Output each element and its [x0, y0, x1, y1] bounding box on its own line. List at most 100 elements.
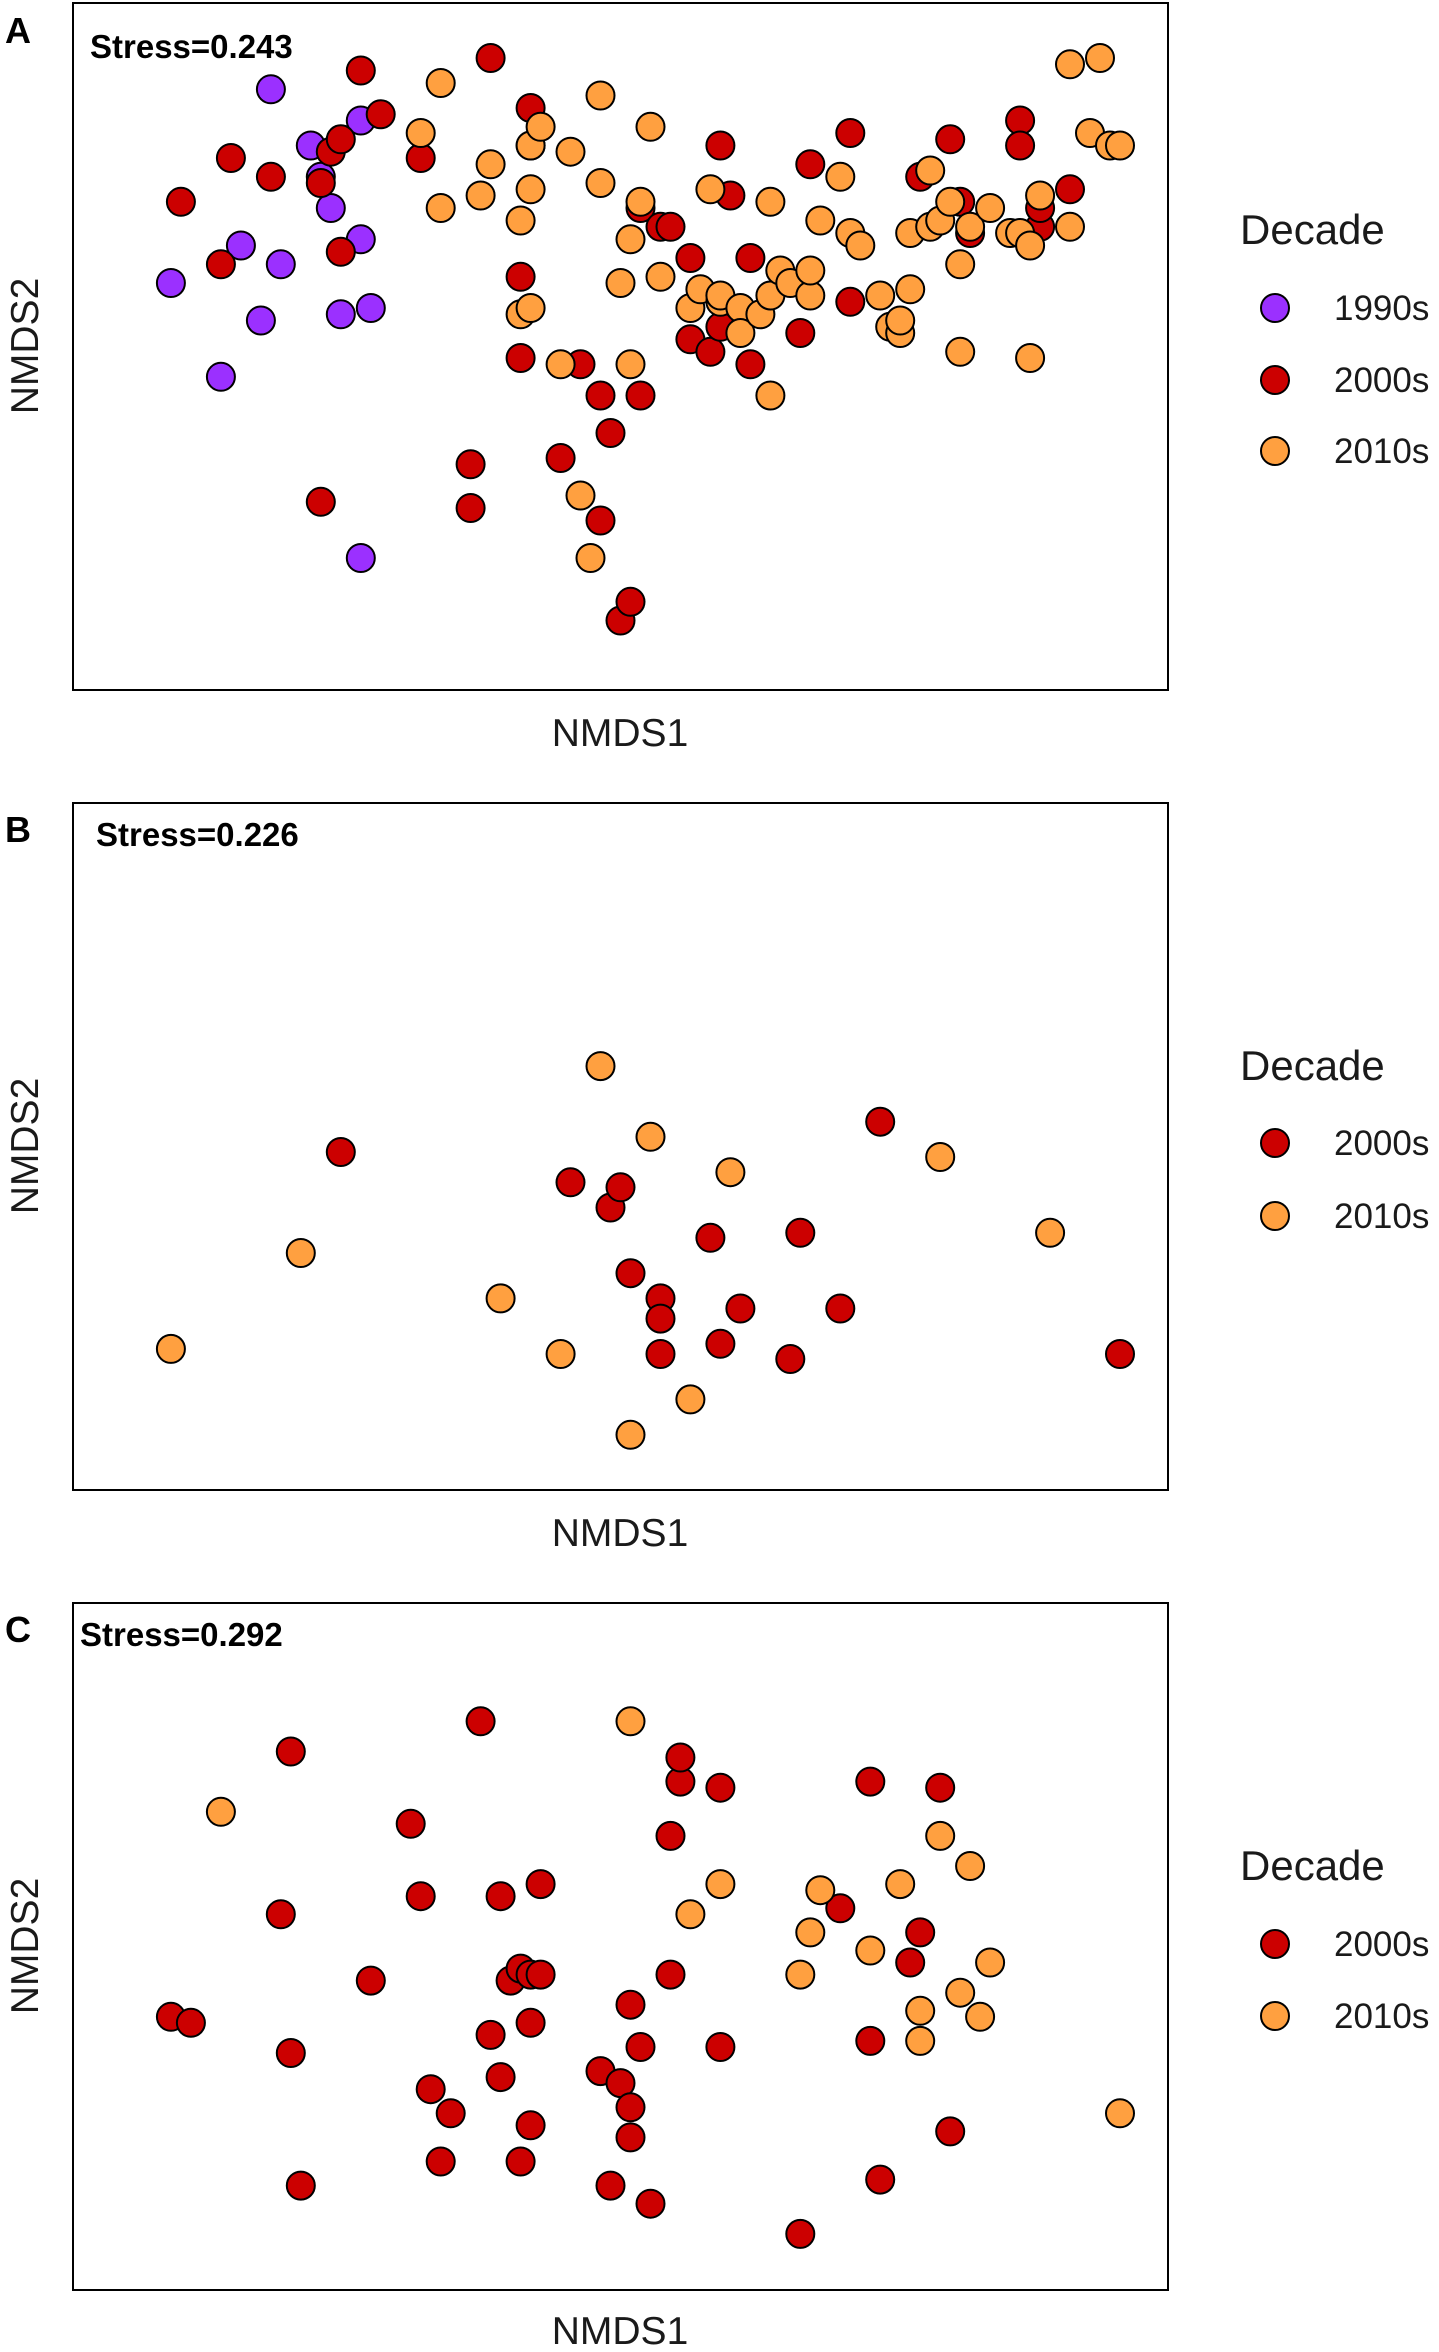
point-2010s: [975, 1947, 1006, 1978]
point-2000s: [595, 418, 626, 448]
point-2000s: [285, 2170, 316, 2201]
panel-letter: C: [5, 1609, 31, 1650]
point-2000s: [735, 243, 766, 273]
legend-entry-2000s: 2000s: [1260, 361, 1429, 400]
point-2000s: [1105, 1339, 1135, 1369]
point-2010s: [515, 293, 546, 323]
point-2010s: [675, 1384, 706, 1415]
point-2010s: [585, 1051, 616, 1082]
point-2000s: [725, 1293, 756, 1324]
panel-letter: B: [5, 809, 31, 850]
point-2000s: [475, 2019, 506, 2050]
point-2000s: [785, 1217, 816, 1248]
point-2010s: [885, 305, 916, 336]
point-2000s: [665, 1742, 696, 1773]
point-2000s: [205, 249, 236, 280]
point-2010s: [545, 349, 576, 380]
legend-label-1990s: 1990s: [1334, 289, 1429, 328]
point-2010s: [1105, 130, 1135, 161]
legend-title: Decade: [1240, 206, 1385, 253]
point-2000s: [655, 1959, 686, 1990]
point-2010s: [1085, 43, 1115, 73]
point-2010s: [925, 1820, 956, 1851]
point-2000s: [605, 1172, 636, 1203]
point-2010s: [585, 80, 616, 111]
point-2010s: [895, 274, 926, 305]
point-2010s: [485, 1283, 516, 1314]
point-2000s: [325, 124, 356, 155]
point-2000s: [365, 99, 396, 130]
point-1990s: [315, 193, 346, 223]
panel-b: B Stress=0.226 NMDS1 NMDS2 Decade 2000s …: [4, 802, 1429, 1555]
point-2000s: [935, 124, 966, 155]
legend-marker-2000s: [1260, 1929, 1290, 1959]
point-2010s: [805, 205, 836, 236]
point-2000s: [625, 2032, 656, 2062]
plot-frame-a: [72, 2, 1169, 691]
point-2000s: [455, 449, 486, 480]
point-2000s: [275, 1736, 306, 1767]
point-1990s: [325, 299, 356, 330]
point-2000s: [835, 286, 866, 317]
points-a: [155, 43, 1135, 636]
point-2000s: [395, 1808, 426, 1839]
point-2010s: [905, 2025, 936, 2056]
legend-a: Decade 1990s 2000s 2010s: [1240, 206, 1429, 471]
point-2010s: [1055, 49, 1085, 80]
point-2010s: [915, 155, 946, 186]
legend-label-2010s: 2010s: [1334, 1197, 1429, 1236]
point-2000s: [645, 1303, 676, 1334]
legend-entry-2010s: 2010s: [1260, 1997, 1429, 2036]
panel-letter: A: [5, 10, 31, 51]
point-2010s: [1015, 230, 1046, 261]
point-2010s: [405, 118, 436, 148]
point-2010s: [525, 111, 556, 142]
point-2010s: [955, 211, 986, 242]
y-axis-label: NMDS2: [4, 1878, 47, 2015]
point-2000s: [525, 1959, 556, 1990]
point-2000s: [485, 2062, 516, 2093]
point-2010s: [795, 1917, 826, 1948]
point-1990s: [225, 230, 256, 261]
point-2000s: [465, 1706, 496, 1737]
stress-label: Stress=0.243: [90, 28, 293, 65]
point-2000s: [785, 2218, 816, 2249]
point-2000s: [705, 1328, 736, 1359]
point-2010s: [585, 168, 616, 198]
point-2000s: [615, 2092, 646, 2123]
point-1990s: [355, 293, 386, 323]
point-2000s: [275, 2038, 306, 2068]
points-c: [155, 1706, 1135, 2249]
point-1990s: [265, 249, 296, 280]
point-2010s: [785, 1959, 816, 1990]
point-2010s: [935, 186, 966, 217]
point-2010s: [865, 280, 896, 311]
point-2000s: [675, 243, 706, 273]
y-axis-label: NMDS2: [4, 278, 47, 415]
plot-frame-b: [72, 802, 1169, 1491]
point-2000s: [305, 486, 336, 517]
point-2010s: [1055, 211, 1085, 242]
point-2000s: [165, 186, 196, 217]
point-2010s: [555, 136, 586, 167]
point-2010s: [635, 111, 666, 142]
point-2000s: [505, 343, 536, 373]
point-2010s: [955, 1851, 986, 1881]
point-2010s: [805, 1875, 836, 1906]
point-2010s: [465, 180, 496, 211]
legend-entry-2000s: 2000s: [1260, 1124, 1429, 1163]
point-2000s: [505, 2146, 536, 2177]
point-2010s: [515, 174, 546, 205]
point-2000s: [705, 130, 736, 161]
x-axis-label: NMDS1: [552, 2310, 689, 2352]
point-2010s: [545, 1339, 576, 1369]
point-2010s: [855, 1935, 886, 1966]
point-2000s: [615, 2122, 646, 2153]
legend-marker-1990s: [1260, 293, 1290, 323]
point-2000s: [735, 349, 766, 380]
point-2010s: [505, 205, 536, 236]
point-2000s: [415, 2074, 446, 2105]
legend-entry-2010s: 2010s: [1260, 1197, 1429, 1236]
x-axis-label: NMDS1: [552, 1512, 689, 1555]
point-2000s: [825, 1293, 856, 1324]
